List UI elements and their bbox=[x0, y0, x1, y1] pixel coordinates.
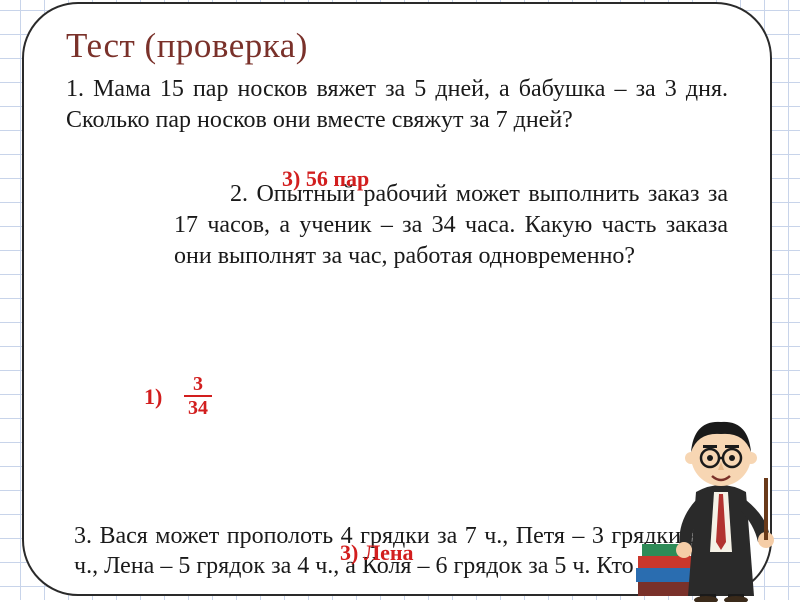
answer-2-fraction: 3 34 bbox=[184, 374, 212, 418]
question-1: 1. Мама 15 пар носков вяжет за 5 дней, а… bbox=[66, 74, 728, 135]
fraction-denominator: 34 bbox=[184, 398, 212, 418]
answer-2-label: 1) bbox=[144, 384, 162, 410]
page-title: Тест (проверка) bbox=[66, 26, 728, 66]
answer-1: 3) 56 пар bbox=[282, 166, 369, 192]
fraction-numerator: 3 bbox=[184, 374, 212, 394]
answer-3: 3) Лена bbox=[340, 540, 414, 566]
question-2: 2. Опытный рабочий может выполнить заказ… bbox=[66, 179, 728, 271]
teacher-cartoon-icon bbox=[636, 382, 800, 602]
